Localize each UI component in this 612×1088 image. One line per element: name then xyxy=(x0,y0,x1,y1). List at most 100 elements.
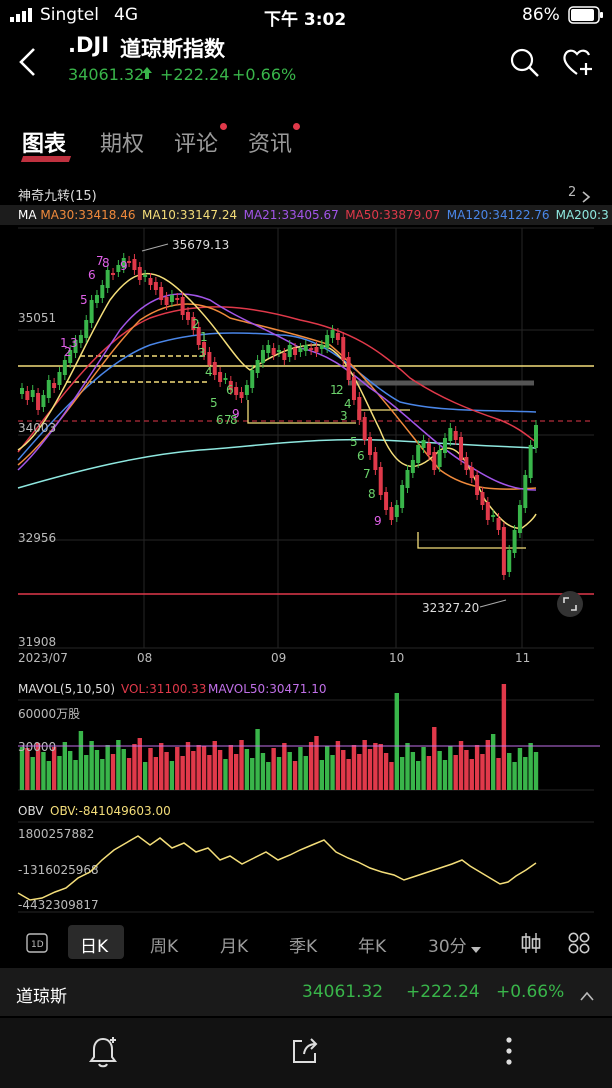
fullscreen-button[interactable] xyxy=(557,591,583,617)
date-axis-label: 08 xyxy=(137,651,152,665)
volume-bar xyxy=(250,758,255,790)
high-label: 35679.13 xyxy=(172,238,229,252)
candle-body xyxy=(94,295,99,303)
volume-bar xyxy=(324,746,330,790)
volume-bar xyxy=(378,744,383,790)
candle-body xyxy=(105,270,110,288)
volume-bar xyxy=(341,750,346,790)
candle-body xyxy=(25,391,30,400)
candle-body xyxy=(153,282,158,290)
symbol: .DJI xyxy=(68,33,110,57)
ma10-line xyxy=(17,272,537,529)
volume-bar xyxy=(266,762,271,790)
timeframe-week[interactable]: 周K xyxy=(150,937,179,957)
volume-bar xyxy=(89,741,94,790)
indicator-name[interactable]: 神奇九转(15) xyxy=(18,189,97,204)
candle-body xyxy=(164,297,169,305)
tab-options[interactable]: 期权 xyxy=(100,132,145,157)
candle-body xyxy=(416,445,421,463)
quote-bar[interactable]: 道琼斯 34061.32 +222.24 +0.66% xyxy=(0,968,612,1016)
search-icon[interactable] xyxy=(510,48,540,82)
candle-body xyxy=(73,340,78,353)
tab-news[interactable]: 资讯 xyxy=(248,132,293,157)
volume-bar xyxy=(523,757,528,790)
timeframe-quarter[interactable]: 季K xyxy=(289,937,318,957)
volume-bar xyxy=(458,741,464,790)
candle-body xyxy=(485,502,490,520)
header-change-pct: +0.66% xyxy=(232,65,297,84)
chevron-up-icon[interactable] xyxy=(580,986,594,1005)
candle-body xyxy=(507,550,512,572)
td-setup-line-3 xyxy=(247,400,356,424)
price-alert-bell-icon[interactable] xyxy=(88,1036,118,1072)
svg-text:1D: 1D xyxy=(31,940,44,950)
timeframe-day[interactable]: 日K xyxy=(80,937,109,957)
candle-body xyxy=(196,327,201,345)
obv-axis-label: -4432309817 xyxy=(18,898,99,912)
content-tabs: 图表 期权 评论 资讯 xyxy=(0,118,612,168)
timeframe-month[interactable]: 月K xyxy=(220,937,249,957)
candle-body xyxy=(30,390,35,397)
volume-bar xyxy=(357,754,362,790)
volume-bar xyxy=(105,745,110,790)
price-axis-label: 32956 xyxy=(18,531,56,545)
volume-bar xyxy=(62,742,68,790)
volume-bar xyxy=(507,753,512,790)
candle-body xyxy=(512,530,517,553)
candle-body xyxy=(282,353,287,360)
tab-comments[interactable]: 评论 xyxy=(174,132,219,157)
volume-bar xyxy=(501,684,507,790)
candle-body xyxy=(244,385,249,395)
candle-body xyxy=(78,335,83,343)
timeframe-year[interactable]: 年K xyxy=(358,937,387,957)
volume-bar xyxy=(442,760,448,790)
nav-header: .DJI 道琼斯指数 34061.32 +222.24 +0.66% xyxy=(0,32,612,92)
volume-bar xyxy=(410,752,416,790)
candlestick-type-icon[interactable] xyxy=(520,932,542,958)
tab-chart[interactable]: 图表 xyxy=(22,132,67,157)
volume-bar xyxy=(233,754,239,790)
obv-title: OBV xyxy=(18,804,44,818)
candle-body xyxy=(501,527,506,575)
caret-down-icon[interactable] xyxy=(470,939,482,958)
candle-body xyxy=(132,259,137,270)
back-icon[interactable] xyxy=(16,46,40,82)
volume-bar xyxy=(148,748,153,790)
grid-layout-icon[interactable] xyxy=(568,932,590,958)
ma-legend-item: MA21:33405.67 xyxy=(243,208,339,222)
volume-bar xyxy=(517,748,523,790)
candle-body xyxy=(250,370,255,388)
ma-legend[interactable]: MA MA30:33418.46 MA10:33147.24 MA21:33405.6… xyxy=(0,205,612,225)
watchlist-heart-icon[interactable] xyxy=(562,47,596,81)
volume-bar xyxy=(437,751,442,790)
high-marker-line xyxy=(141,243,169,252)
td-num: 3 xyxy=(198,346,206,360)
ma-legend-item: MA10:33147.24 xyxy=(142,208,238,222)
vol-axis-top: 60000万股 xyxy=(18,707,80,721)
volume-bar xyxy=(217,750,223,790)
volume-bar xyxy=(35,743,41,790)
share-icon[interactable] xyxy=(290,1036,320,1070)
more-options-icon[interactable] xyxy=(504,1036,514,1070)
candle-body xyxy=(491,515,496,517)
td-num: 8 xyxy=(368,487,376,501)
volume-bar xyxy=(399,757,405,790)
td-num: 5 xyxy=(80,293,88,307)
timeframe-30min[interactable]: 30分 xyxy=(428,937,467,957)
volume-bar xyxy=(490,734,496,790)
obv-line xyxy=(17,835,537,901)
candle-body xyxy=(185,312,190,320)
td-num: 9 xyxy=(374,514,382,528)
1d-icon[interactable]: 1D xyxy=(26,933,48,957)
candle-body xyxy=(36,393,41,410)
indicator-count[interactable]: 2 xyxy=(568,185,577,200)
vol-axis-mid: 30000 xyxy=(18,740,56,754)
chevron-right-icon[interactable] xyxy=(581,188,591,207)
ma-legend-item: MA xyxy=(18,208,37,222)
candle-body xyxy=(534,425,538,448)
candle-body xyxy=(143,275,148,277)
volume-bar xyxy=(416,761,421,790)
candle-body xyxy=(528,445,533,478)
volume-bar xyxy=(100,759,105,790)
